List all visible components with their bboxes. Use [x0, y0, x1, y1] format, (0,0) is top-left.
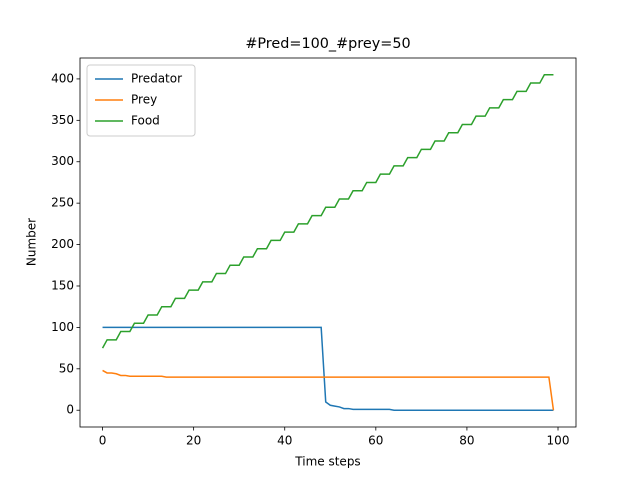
x-tick-label: 60 [368, 434, 383, 448]
y-tick-label: 400 [51, 71, 74, 85]
y-tick-label: 250 [51, 196, 74, 210]
legend-label: Predator [131, 72, 182, 86]
x-axis-label: Time steps [294, 455, 360, 469]
y-tick-label: 150 [51, 278, 74, 292]
chart-title: #Pred=100_#prey=50 [245, 36, 410, 52]
data-line [102, 326, 554, 411]
data-line [101, 74, 554, 349]
y-tick-label: 100 [51, 320, 74, 334]
plot-frame [79, 57, 577, 428]
y-axis-label: Number [25, 218, 39, 266]
x-tick-label: 100 [547, 434, 570, 448]
legend-box [86, 64, 196, 137]
x-tick-label: 80 [459, 434, 474, 448]
legend-label: Prey [131, 93, 157, 107]
y-tick-label: 50 [59, 361, 74, 375]
x-tick-label: 40 [277, 434, 292, 448]
y-tick-label: 300 [51, 154, 74, 168]
data-line [102, 369, 555, 411]
y-tick-label: 200 [51, 237, 74, 251]
legend-label: Food [131, 114, 160, 128]
x-tick-label: 0 [99, 434, 107, 448]
x-tick-label: 20 [186, 434, 201, 448]
y-tick-label: 350 [51, 113, 74, 127]
y-tick-label: 0 [66, 403, 74, 417]
